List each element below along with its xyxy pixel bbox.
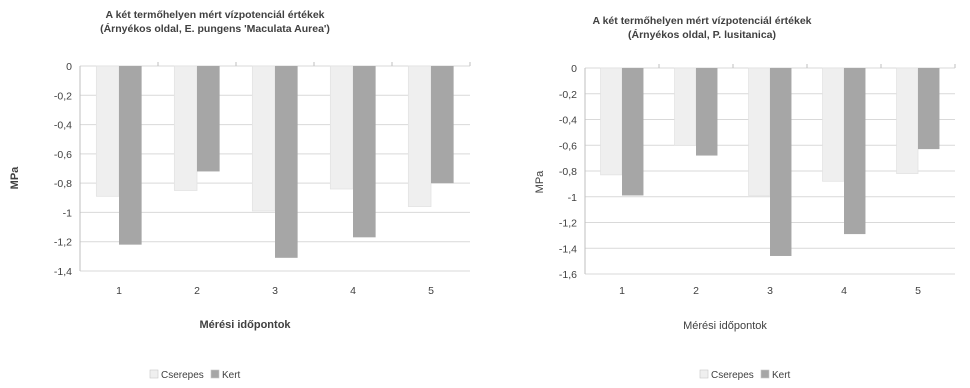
legend-label: Cserepes [161,370,204,381]
chart-title-line1: A két termőhelyen mért vízpotenciál érté… [592,15,811,27]
y-tick-label: -1,6 [559,269,577,281]
y-tick-label: -0,4 [559,115,577,127]
bar-cserepes [896,67,919,174]
legend-swatch [210,369,220,379]
chart-title-line1: A két termőhelyen mért vízpotenciál érté… [105,9,324,21]
bar-kert [119,66,142,245]
legend: Cserepes Kert [699,369,791,381]
x-tick-label: 4 [350,285,356,297]
x-tick-label: 5 [915,285,921,297]
y-tick-label: -1 [568,192,577,204]
bar-cserepes [329,65,354,190]
y-tick-label: 0 [571,63,577,75]
plot-area: 0 -0,2 -0,4 -0,6 -0,8 -1 -1,2 -1,4 1 2 3 4 5 [54,61,471,297]
x-tick-label: 3 [272,285,278,297]
chart-title-line2: (Árnyékos oldal, E. pungens 'Maculata Au… [100,22,330,35]
bar-kert [353,66,376,238]
x-tick-label: 5 [428,285,434,297]
chart-svg-left: A két termőhelyen mért vízpotenciál érté… [9,9,471,381]
y-tick-label: -1 [63,207,72,219]
bar-kert [770,68,792,256]
legend-label: Kert [772,370,791,381]
bar-cserepes [822,67,845,182]
legend-label: Cserepes [711,370,754,381]
x-tick-label: 2 [194,285,200,297]
bar-cserepes [95,65,120,197]
y-tick-label: 0 [66,61,72,73]
legend-label: Kert [222,370,241,381]
x-tick-label: 1 [116,285,122,297]
y-axis-title: MPa [9,166,21,190]
x-tick-label: 3 [767,285,773,297]
legend: Cserepes Kert [149,369,241,381]
y-tick-label: -1,2 [54,237,72,249]
bar-kert [696,68,718,156]
y-tick-label: -0,6 [559,140,577,152]
bar-kert [622,68,644,196]
bar-kert [275,66,298,258]
chart-panel-left: A két termőhelyen mért vízpotenciál érté… [9,9,471,381]
bar-cserepes [674,67,697,146]
bar-kert [918,68,940,150]
y-tick-label: -1,4 [54,266,72,278]
y-tick-label: -0,8 [559,166,577,178]
bar-cserepes [600,67,623,176]
y-tick-label: -1,4 [559,243,577,255]
bar-cserepes [251,65,276,212]
legend-swatch [760,369,770,379]
bar-cserepes [748,67,771,196]
legend-swatch [699,369,709,379]
bar-kert [197,66,220,172]
x-tick-label: 2 [693,285,699,297]
y-tick-label: -1,2 [559,218,577,230]
y-tick-label: -0,2 [559,89,577,101]
chart-panel-right: A két termőhelyen mért vízpotenciál érté… [485,0,970,388]
x-tick-label: 1 [619,285,625,297]
y-tick-label: -0,4 [54,120,72,132]
y-tick-label: -0,6 [54,149,72,161]
x-axis-title: Mérési időpontok [199,319,291,331]
plot-area: 0 -0,2 -0,4 -0,6 -0,8 -1 -1,2 -1,4 -1,6 1 2 3 4 5 [559,63,956,297]
legend-swatch [149,369,159,379]
bar-kert [844,68,866,235]
chart-svg-right: A két termőhelyen mért vízpotenciál érté… [534,15,956,381]
y-tick-label: -0,2 [54,90,72,102]
bar-kert [431,66,454,184]
x-tick-label: 4 [841,285,847,297]
x-axis-title: Mérési időpontok [683,320,767,332]
bar-cserepes [407,65,432,207]
chart-title-line2: (Árnyékos oldal, P. lusitanica) [628,28,776,41]
bar-cserepes [173,65,198,191]
y-tick-label: -0,8 [54,178,72,190]
y-axis-title: MPa [534,170,546,194]
